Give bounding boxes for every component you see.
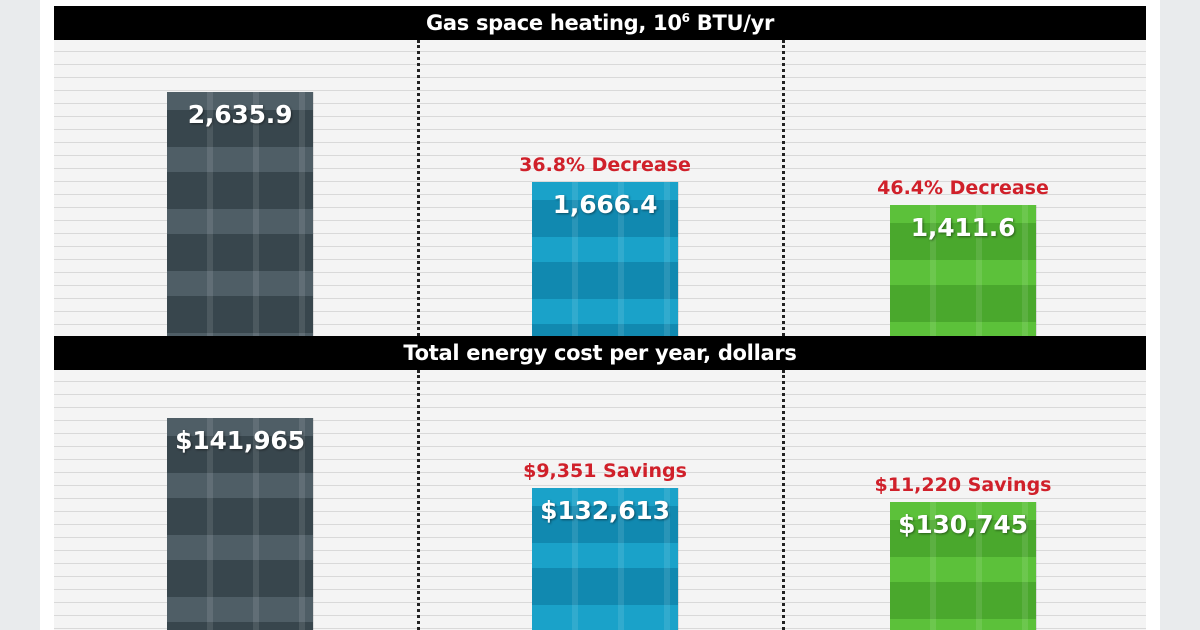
change-annotation: 36.8% Decrease xyxy=(519,154,691,176)
data-label: $132,613 xyxy=(540,496,670,525)
chart-title: Gas space heating, 106 BTU/yr xyxy=(54,6,1146,40)
bar: $141,965 xyxy=(167,418,313,630)
bar: $130,745 xyxy=(890,502,1036,630)
column-divider xyxy=(417,40,420,336)
energy-cost-chart: Total energy cost per year, dollars $141… xyxy=(54,336,1146,630)
chart-title-suffix: BTU/yr xyxy=(689,11,775,35)
column-divider xyxy=(782,370,785,630)
bar: $132,613 xyxy=(532,488,678,630)
bar: 2,635.9 xyxy=(167,92,313,336)
data-label: $130,745 xyxy=(898,510,1028,539)
plot-area: $141,965 $132,613 $9,351 Savings $130,745 $1… xyxy=(54,370,1146,630)
chart-title-text: Total energy cost per year, dollars xyxy=(403,341,797,365)
plot-area: 2,635.9 1,666.4 36.8% Decrease 1,411.6 46.4%… xyxy=(54,40,1146,336)
data-label: 1,666.4 xyxy=(552,190,658,219)
data-label: $141,965 xyxy=(175,426,305,455)
data-label: 1,411.6 xyxy=(910,213,1016,242)
chart-title-text: Gas space heating, 10 xyxy=(425,11,682,35)
change-annotation: 46.4% Decrease xyxy=(877,177,1049,199)
bar: 1,666.4 xyxy=(532,182,678,336)
change-annotation: $9,351 Savings xyxy=(523,460,687,482)
column-divider xyxy=(782,40,785,336)
column-divider xyxy=(417,370,420,630)
data-label: 2,635.9 xyxy=(187,100,293,129)
bar: 1,411.6 xyxy=(890,205,1036,336)
chart-title-superscript: 6 xyxy=(681,11,690,25)
chart-title: Total energy cost per year, dollars xyxy=(54,336,1146,370)
change-annotation: $11,220 Savings xyxy=(874,474,1052,496)
gas-heating-chart: Gas space heating, 106 BTU/yr 2,635.9 1,6… xyxy=(54,6,1146,336)
